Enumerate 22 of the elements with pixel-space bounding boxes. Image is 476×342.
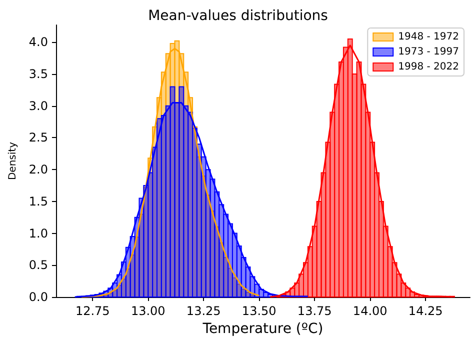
chart-title: Mean-values distributions [148, 8, 328, 24]
legend-label: 1948 - 1972 [398, 32, 460, 42]
legend-label: 1973 - 1997 [398, 46, 460, 58]
y-tick-label: 3.5 [28, 67, 48, 82]
x-tick-label: 13.25 [186, 304, 221, 318]
x-axis-title: Temperature (ºC) [202, 320, 324, 337]
x-tick-label: 13.00 [130, 304, 166, 318]
y-tick-label: 2.0 [28, 162, 48, 177]
x-tick-label: 13.75 [297, 304, 332, 318]
y-tick-label: 0.0 [28, 290, 48, 304]
y-tick-label: 4.0 [28, 35, 48, 50]
y-tick-label: 2.5 [28, 130, 48, 145]
x-tick-label: 13.50 [242, 304, 276, 318]
y-axis-title: Density [8, 142, 18, 180]
x-tick-label: 14.25 [408, 304, 443, 318]
y-tick-label: 1.0 [28, 226, 48, 240]
y-tick-label: 0.5 [28, 258, 48, 272]
x-tick-label: 12.75 [75, 304, 110, 318]
y-tick-label: 1.5 [28, 194, 48, 208]
legend-label: 1998 - 2022 [398, 62, 460, 72]
y-tick-label: 3.0 [28, 98, 48, 113]
x-tick-label: 14.00 [352, 304, 388, 318]
